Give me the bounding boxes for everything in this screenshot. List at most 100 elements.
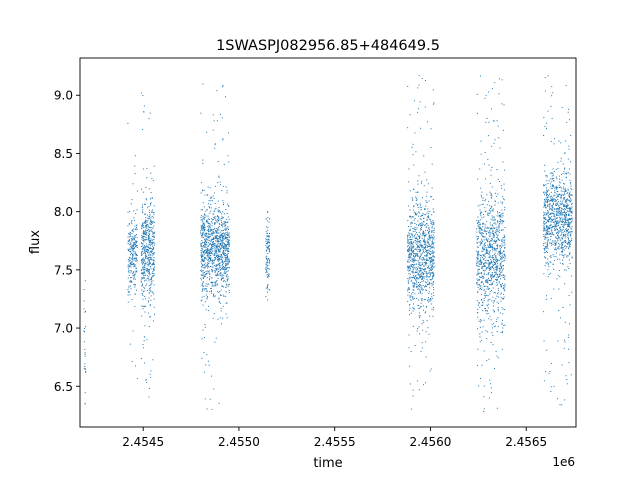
data-point <box>134 306 136 308</box>
data-point <box>477 316 479 318</box>
data-point <box>134 278 136 280</box>
data-point <box>219 246 221 248</box>
data-point <box>493 227 495 229</box>
data-point <box>127 289 129 291</box>
data-point <box>201 209 203 211</box>
data-point <box>417 87 419 89</box>
data-point <box>408 304 410 306</box>
data-point <box>558 237 560 239</box>
data-point <box>145 257 147 259</box>
data-point <box>201 229 203 231</box>
data-point <box>130 221 132 223</box>
data-point <box>429 298 431 300</box>
data-point <box>206 235 208 237</box>
data-point <box>563 211 565 213</box>
data-point <box>565 235 567 237</box>
data-point <box>221 117 223 119</box>
y-tick-label: 8.5 <box>54 147 73 161</box>
data-point <box>415 233 417 235</box>
data-point <box>221 256 223 258</box>
data-point <box>266 239 268 241</box>
data-point <box>492 249 494 251</box>
data-point <box>563 199 565 201</box>
data-point <box>215 275 217 277</box>
data-point <box>562 236 564 238</box>
data-point <box>146 239 148 241</box>
data-point <box>131 258 133 260</box>
data-point <box>211 281 213 283</box>
data-point <box>559 254 561 256</box>
data-point <box>425 281 427 283</box>
data-point <box>409 209 411 211</box>
data-point <box>554 221 556 223</box>
data-point <box>423 155 425 157</box>
data-point <box>222 276 224 278</box>
data-point <box>412 236 414 238</box>
data-point <box>222 223 224 225</box>
data-point <box>221 213 223 215</box>
data-point <box>431 187 433 189</box>
data-point <box>425 240 427 242</box>
data-point <box>266 249 268 251</box>
data-point <box>266 226 268 228</box>
data-point <box>142 273 144 275</box>
data-point <box>431 246 433 248</box>
data-point <box>214 236 216 238</box>
data-point <box>491 274 493 276</box>
data-point <box>414 237 416 239</box>
data-point <box>566 243 568 245</box>
data-point <box>423 321 425 323</box>
data-point <box>407 269 409 271</box>
data-point <box>204 258 206 260</box>
data-point <box>497 234 499 236</box>
data-point <box>417 285 419 287</box>
data-point <box>202 255 204 257</box>
data-point <box>497 238 499 240</box>
data-point <box>418 240 420 242</box>
data-point <box>502 129 504 131</box>
data-point <box>424 261 426 263</box>
data-point <box>490 210 492 212</box>
data-point <box>547 269 549 271</box>
data-point <box>492 302 494 304</box>
data-point <box>430 299 432 301</box>
data-point <box>482 266 484 268</box>
data-point <box>134 286 136 288</box>
data-point <box>408 250 410 252</box>
data-point <box>422 233 424 235</box>
data-point <box>482 255 484 257</box>
data-point <box>133 217 135 219</box>
data-point <box>150 172 152 174</box>
data-point <box>552 204 554 206</box>
data-point <box>420 269 422 271</box>
data-point <box>210 248 212 250</box>
data-point <box>504 279 506 281</box>
data-point <box>565 231 567 233</box>
data-point <box>151 239 153 241</box>
data-point <box>222 286 224 288</box>
data-point <box>430 293 432 295</box>
data-point <box>428 265 430 267</box>
data-point <box>409 297 411 299</box>
data-point <box>568 195 570 197</box>
data-point <box>415 196 417 198</box>
data-point <box>222 236 224 238</box>
data-point <box>478 226 480 228</box>
data-point <box>553 186 555 188</box>
data-point <box>550 172 552 174</box>
data-point <box>215 227 217 229</box>
data-point <box>203 271 205 273</box>
data-point <box>547 240 549 242</box>
data-point <box>480 263 482 265</box>
data-point <box>492 327 494 329</box>
data-point <box>561 217 563 219</box>
data-point <box>563 205 565 207</box>
data-point <box>212 129 214 131</box>
data-point <box>416 241 418 243</box>
data-point <box>419 264 421 266</box>
data-point <box>211 229 213 231</box>
data-point <box>504 259 506 261</box>
data-point <box>204 256 206 258</box>
data-point <box>552 241 554 243</box>
data-point <box>222 250 224 252</box>
